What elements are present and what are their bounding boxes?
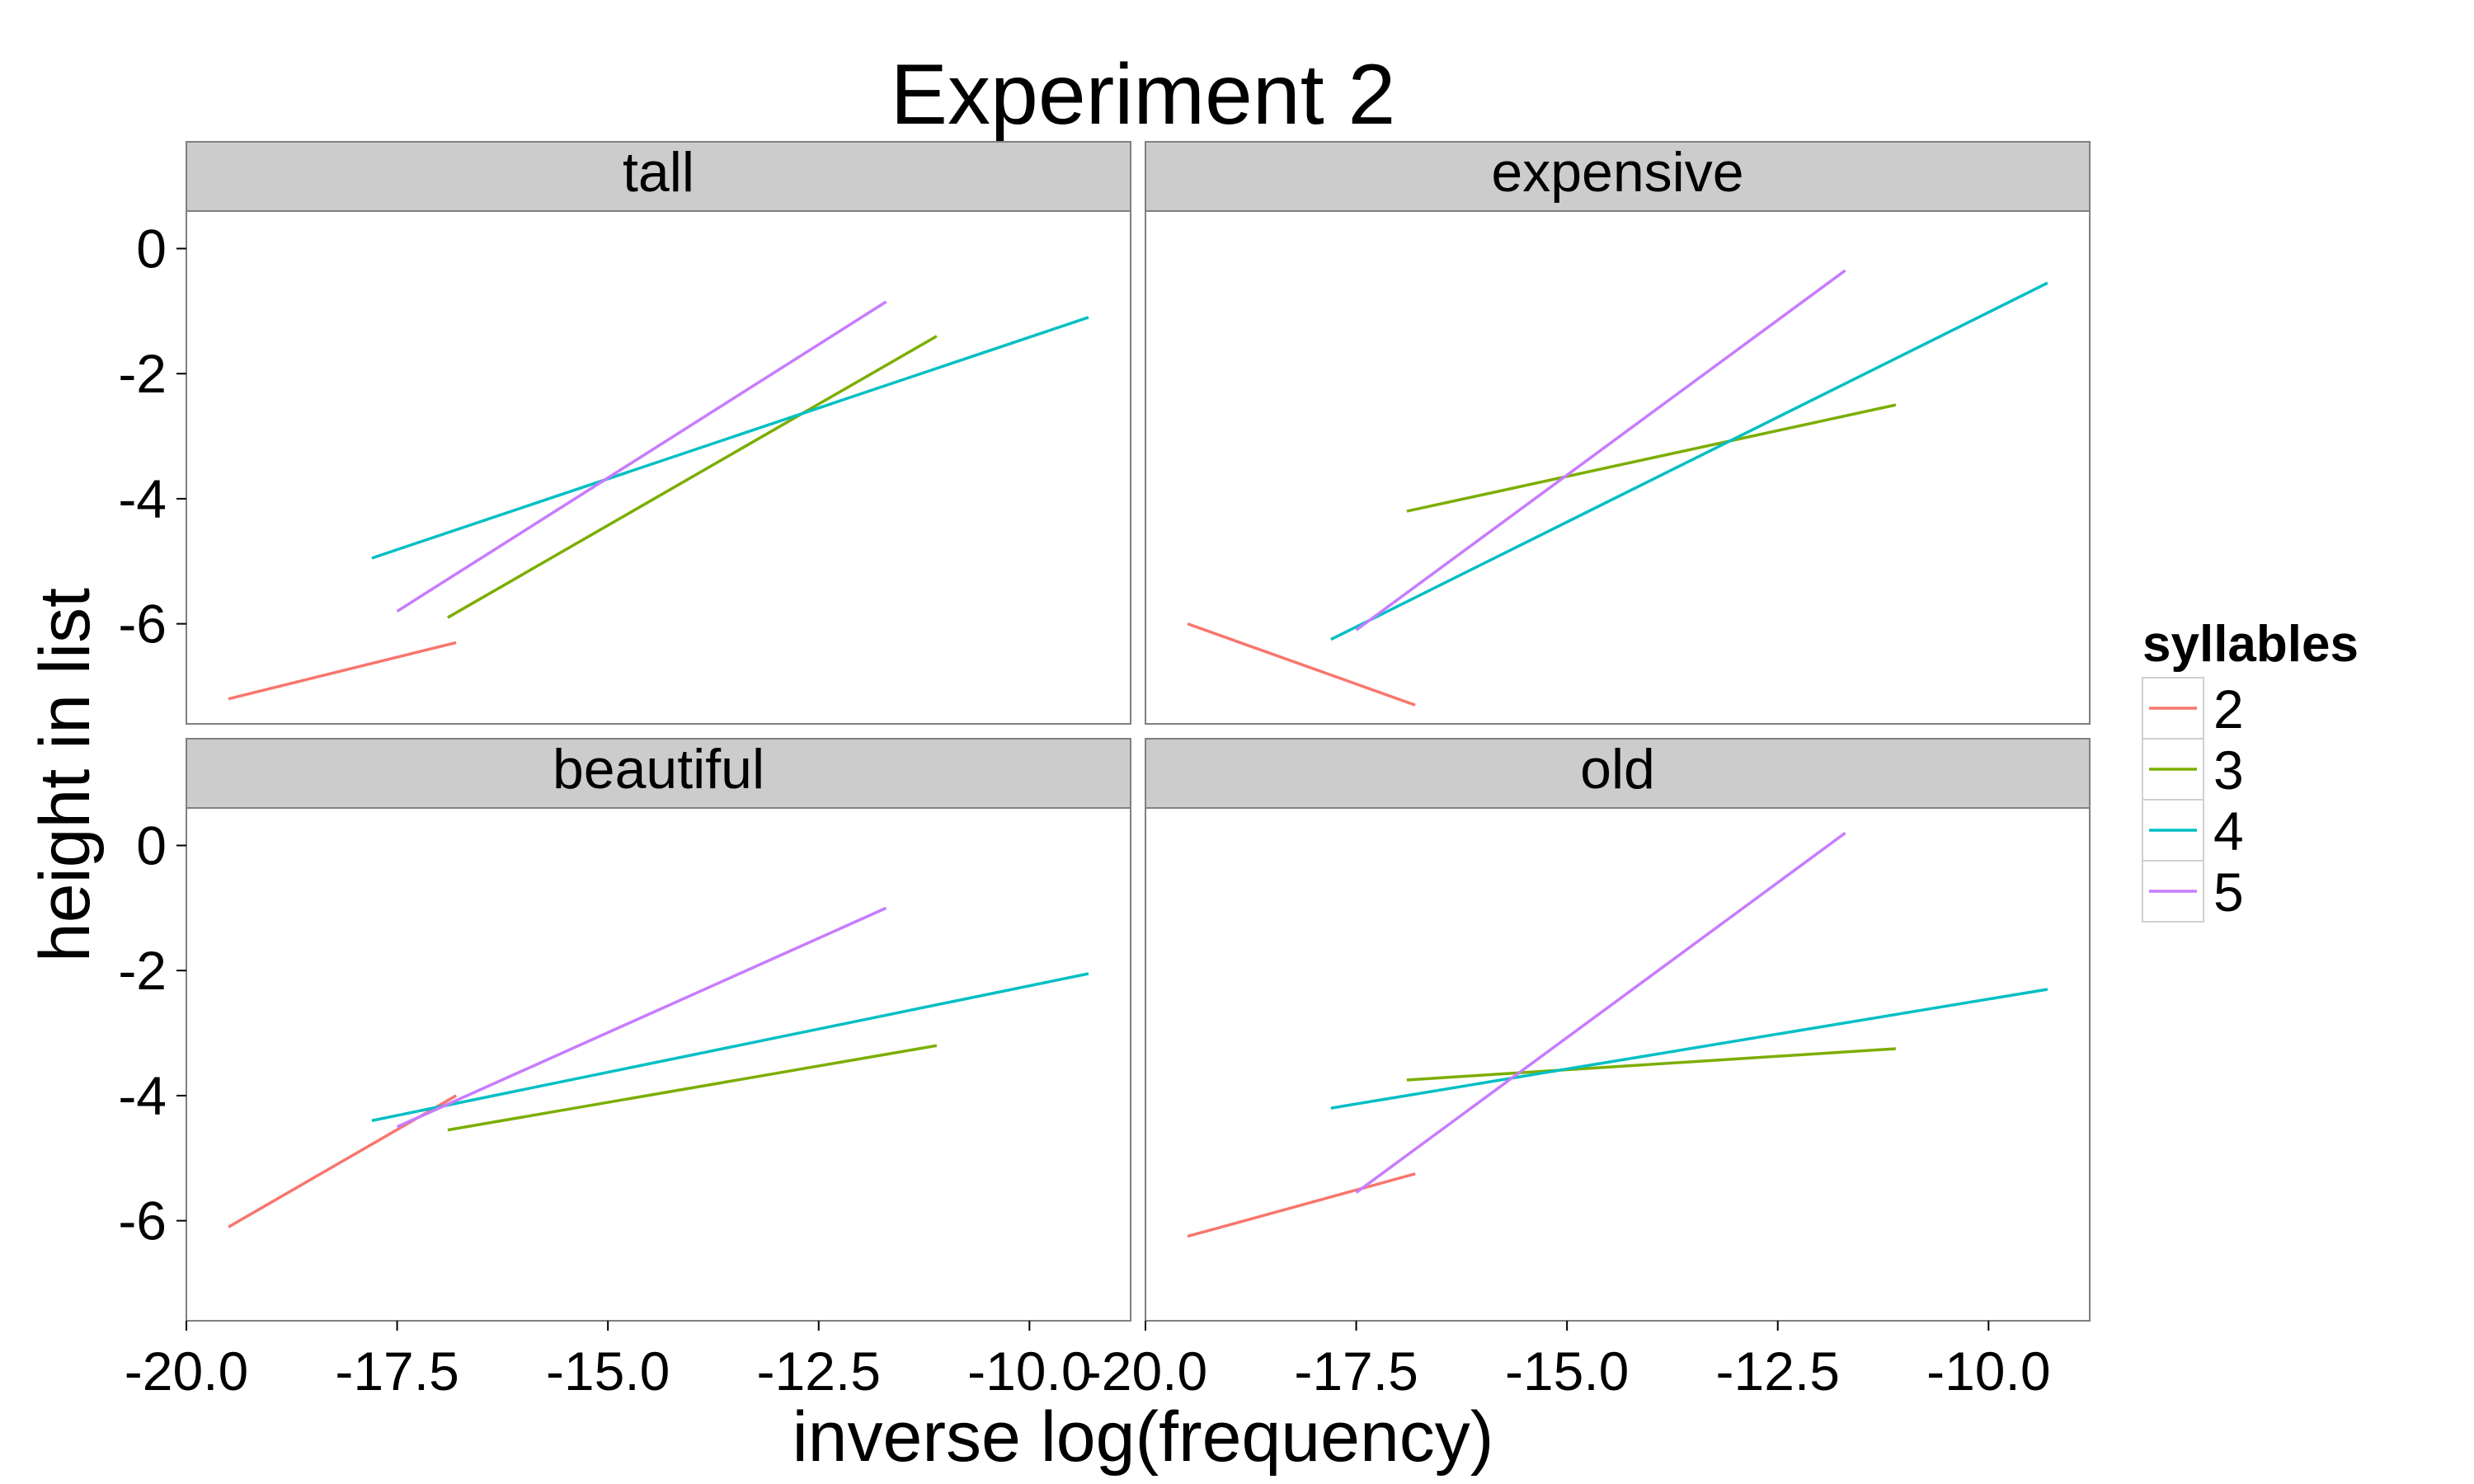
facet-panel-tall: tall 0 -2 -4 -6 — [118, 141, 1131, 725]
facet-strip-label: beautiful — [553, 738, 764, 801]
facet-panels: tall 0 -2 -4 -6 expensive beautiful 0 -2 -4 -6 -20.… — [118, 141, 2091, 1402]
y-tick-label: -4 — [118, 468, 167, 529]
y-tick-label: -6 — [118, 1190, 167, 1252]
series-line-4 — [371, 316, 1089, 560]
series-line-5 — [396, 906, 887, 1129]
facet-panel-old: old -20.0 -17.5 -15.0 -12.5 -10.0 — [1084, 738, 2091, 1402]
y-tick-label: -6 — [118, 594, 167, 655]
facet-strip — [186, 141, 1131, 212]
chart-title: Experiment 2 — [891, 47, 1396, 143]
series-line-4 — [1330, 988, 2048, 1110]
legend-label-2: 2 — [2213, 679, 2244, 740]
panel-plot-area — [1145, 807, 2091, 1322]
legend-label-5: 5 — [2213, 862, 2244, 923]
series-line-2 — [1187, 1172, 1416, 1238]
series-line-3 — [447, 1044, 938, 1132]
y-tick-label: -4 — [118, 1065, 167, 1126]
panel-plot-area — [186, 210, 1131, 725]
series-line-3 — [447, 335, 938, 619]
y-tick-label: 0 — [136, 815, 167, 876]
series-line-2 — [228, 641, 457, 701]
legend-label-3: 3 — [2213, 740, 2244, 801]
x-tick-label: -12.5 — [1716, 1341, 1840, 1402]
series-line-2 — [1187, 622, 1416, 707]
x-axis-title: inverse log(frequency) — [793, 1397, 1494, 1477]
x-tick-label: -15.0 — [1505, 1341, 1629, 1402]
panel-plot-area — [186, 807, 1131, 1322]
panel-plot-area — [1145, 210, 2091, 725]
legend-label-4: 4 — [2213, 801, 2244, 862]
series-line-4 — [1330, 281, 2048, 641]
facet-strip — [186, 738, 1131, 809]
x-tick-label: -20.0 — [1084, 1341, 1207, 1402]
series-line-3 — [1406, 403, 1897, 513]
facet-strip — [1145, 141, 2091, 212]
facet-panel-beautiful: beautiful 0 -2 -4 -6 -20.0 -17.5 -15.0 -12.5 -10.… — [118, 738, 1131, 1402]
series-line-5 — [1355, 831, 1846, 1194]
legend-title: syllables — [2142, 616, 2359, 673]
x-tick-label: -17.5 — [335, 1341, 459, 1402]
x-tick-label: -12.5 — [757, 1341, 881, 1402]
facet-strip-label: tall — [623, 141, 694, 204]
y-axis-title: height in list — [26, 588, 105, 962]
facet-strip — [1145, 738, 2091, 809]
x-tick-label: -15.0 — [546, 1341, 670, 1402]
series-line-3 — [1406, 1047, 1896, 1082]
y-tick-label: -2 — [118, 343, 167, 404]
x-tick-label: -10.0 — [967, 1341, 1091, 1402]
facet-strip-label: expensive — [1491, 141, 1743, 204]
x-tick-label: -10.0 — [1926, 1341, 2050, 1402]
series-line-4 — [371, 972, 1089, 1122]
y-tick-label: 0 — [136, 218, 167, 279]
facet-panel-expensive: expensive — [1145, 141, 2091, 725]
series-line-5 — [396, 300, 887, 613]
x-tick-label: -17.5 — [1294, 1341, 1418, 1402]
facet-strip-label: old — [1580, 738, 1655, 801]
series-line-5 — [1355, 269, 1846, 632]
y-tick-label: -2 — [118, 940, 167, 1001]
x-tick-label: -20.0 — [125, 1341, 248, 1402]
